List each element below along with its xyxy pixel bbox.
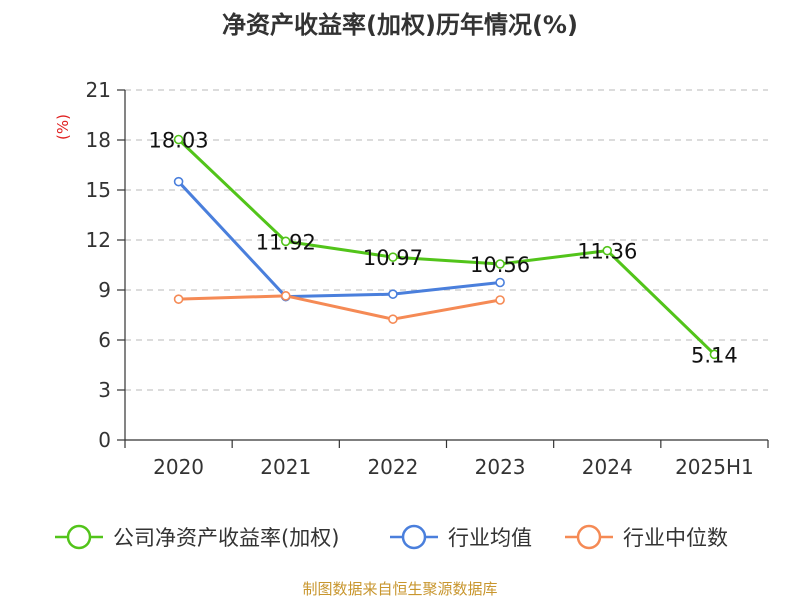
y-axis-ticks: 0 3 6 9 12 15 18 21	[86, 78, 125, 452]
y-tick-label: 3	[98, 378, 111, 402]
series-line	[177, 180, 501, 299]
y-tick-label: 12	[86, 228, 111, 252]
legend-label: 行业均值	[448, 526, 532, 550]
chart-title: 净资产收益率(加权)历年情况(%)	[222, 11, 578, 39]
x-tick-label: 2023	[475, 455, 526, 479]
legend-label: 行业中位数	[623, 526, 728, 550]
y-tick-label: 15	[86, 178, 111, 202]
data-point	[388, 252, 398, 262]
legend[interactable]: 公司净资产收益率(加权) 行业均值 行业中位数	[55, 524, 728, 550]
x-axis-ticks: 2020 2021 2022 2023 2024 2025H1	[124, 440, 769, 479]
data-point	[495, 295, 505, 305]
data-label: 11.92	[256, 230, 316, 254]
y-tick-label: 0	[98, 428, 111, 452]
series-layer	[173, 134, 720, 360]
grid-lines	[125, 89, 768, 391]
legend-item[interactable]: 行业中位数	[565, 524, 728, 550]
data-point	[388, 289, 398, 299]
data-point	[709, 349, 720, 360]
data-point	[173, 134, 184, 145]
data-point	[280, 236, 291, 247]
data-point	[173, 294, 184, 304]
y-tick-label: 6	[98, 328, 111, 352]
data-point	[280, 291, 291, 301]
data-label: 10.56	[470, 253, 530, 277]
data-point	[495, 259, 505, 269]
x-tick-label: 2024	[582, 455, 633, 479]
legend-marker-icon	[576, 524, 602, 550]
y-tick-label: 21	[86, 78, 111, 102]
data-point	[495, 277, 505, 288]
x-tick-label: 2021	[260, 455, 311, 479]
data-label: 10.97	[363, 246, 423, 270]
legend-marker-icon	[401, 524, 427, 550]
x-tick-label: 2025H1	[675, 455, 754, 479]
legend-marker-icon	[66, 524, 92, 550]
data-labels: 18.03 11.92 10.97 10.56 11.36 5.14	[149, 129, 738, 368]
legend-item[interactable]: 行业均值	[390, 524, 532, 550]
source-note: 制图数据来自恒生聚源数据库	[302, 580, 497, 598]
data-point	[388, 314, 398, 324]
x-tick-label: 2020	[153, 455, 204, 479]
y-axis-unit: (%)	[54, 114, 72, 140]
series-line	[177, 138, 716, 356]
axes	[124, 90, 768, 441]
x-tick-label: 2022	[367, 455, 418, 479]
data-point	[602, 245, 613, 256]
data-label: 11.36	[577, 240, 637, 264]
data-label: 5.14	[691, 343, 738, 367]
y-tick-label: 18	[86, 128, 111, 152]
data-label: 18.03	[149, 129, 209, 153]
data-point	[173, 176, 184, 187]
y-tick-label: 9	[98, 278, 111, 302]
series-line	[178, 294, 501, 321]
legend-item[interactable]: 公司净资产收益率(加权)	[55, 524, 339, 550]
legend-label: 公司净资产收益率(加权)	[113, 526, 339, 550]
